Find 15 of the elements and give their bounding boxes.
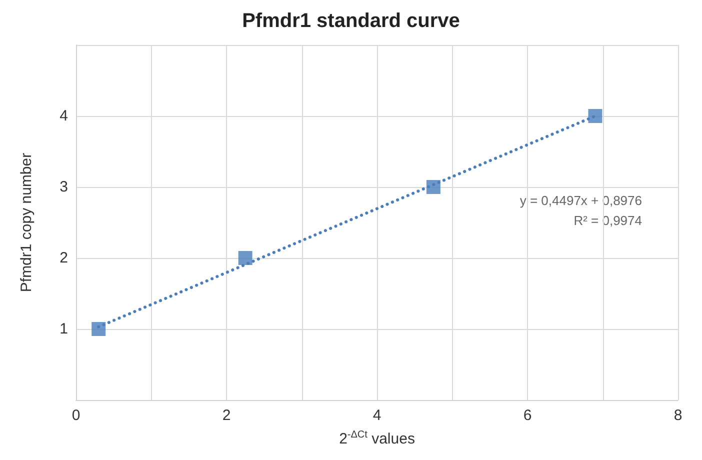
x-tick-label: 0: [72, 407, 80, 424]
point: [238, 251, 252, 265]
point: [588, 109, 602, 123]
point: [426, 180, 440, 194]
x-tick-label: 4: [372, 407, 382, 424]
y-tick-label: 3: [60, 178, 68, 196]
x-tick-label: 8: [674, 407, 682, 424]
y-axis-title: Pfmdr1 copy number: [18, 152, 35, 292]
y-tick-label: 1: [60, 320, 68, 338]
point: [92, 322, 106, 336]
y-tick-label: 4: [60, 108, 68, 124]
x-tick-label: 6: [523, 407, 532, 424]
chart-title: Pfmdr1 standard curve: [242, 10, 460, 32]
x-tick-label: 2: [222, 407, 231, 424]
y-tick-label: 2: [60, 250, 68, 266]
